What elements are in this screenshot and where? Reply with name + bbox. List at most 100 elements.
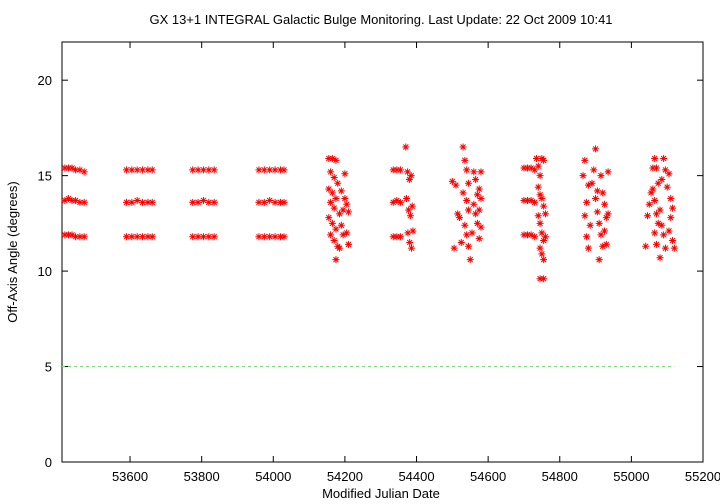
data-point: [663, 183, 671, 191]
data-point: [255, 233, 263, 241]
data-point: [189, 233, 197, 241]
data-point: [144, 166, 152, 174]
data-point: [541, 233, 549, 241]
data-point: [389, 198, 397, 206]
data-point: [194, 198, 202, 206]
data-point: [266, 233, 274, 241]
data-point: [667, 214, 675, 222]
data-point: [189, 166, 197, 174]
data-point: [328, 189, 336, 197]
data-point: [337, 187, 345, 195]
data-point: [332, 225, 340, 233]
data-point: [148, 198, 156, 206]
data-point: [601, 200, 609, 208]
data-point: [139, 233, 147, 241]
data-point: [396, 233, 404, 241]
data-point: [520, 164, 528, 172]
data-point: [470, 168, 478, 176]
data-point: [527, 231, 535, 239]
chart-title: GX 13+1 INTEGRAL Galactic Bulge Monitori…: [149, 12, 612, 27]
data-point: [408, 244, 416, 252]
data-point: [524, 196, 532, 204]
data-point: [454, 210, 462, 218]
data-point: [597, 172, 605, 180]
data-point: [328, 154, 336, 162]
data-point: [122, 233, 130, 241]
data-point: [128, 198, 136, 206]
y-tick-labels: 0 5 10 15 20: [38, 73, 52, 470]
data-point: [470, 200, 478, 208]
data-point: [64, 231, 72, 239]
data-point: [406, 212, 414, 220]
data-point: [76, 198, 84, 206]
y-tick-label: 15: [38, 169, 52, 184]
data-point: [402, 195, 410, 203]
data-point: [255, 198, 263, 206]
x-tick-label: 54000: [255, 469, 291, 484]
data-point: [581, 212, 589, 220]
data-point: [210, 166, 218, 174]
data-point: [643, 212, 651, 220]
data-point: [452, 181, 460, 189]
data-point: [396, 198, 404, 206]
data-point: [524, 231, 532, 239]
data-point: [405, 175, 413, 183]
data-point: [649, 185, 657, 193]
data-point: [266, 196, 274, 204]
data-point: [472, 210, 480, 218]
data-point: [473, 219, 481, 227]
x-tick-label: 53800: [184, 469, 220, 484]
data-point: [604, 210, 612, 218]
data-point: [466, 256, 474, 264]
data-point: [61, 231, 69, 239]
data-point: [332, 195, 340, 203]
data-point: [463, 166, 471, 174]
data-point: [520, 196, 528, 204]
data-point: [404, 168, 412, 176]
data-point: [72, 233, 80, 241]
data-point: [144, 198, 152, 206]
data-point: [652, 164, 660, 172]
data-point: [475, 185, 483, 193]
data-point: [406, 238, 414, 246]
data-point: [325, 154, 333, 162]
data-point: [393, 233, 401, 241]
data-point: [531, 198, 539, 206]
data-point: [205, 233, 213, 241]
data-point: [464, 206, 472, 214]
data-point: [332, 256, 340, 264]
data-point: [599, 242, 607, 250]
data-point: [584, 244, 592, 252]
data-point: [280, 198, 288, 206]
data-point: [148, 166, 156, 174]
data-point: [210, 198, 218, 206]
data-point: [276, 166, 284, 174]
data-point: [669, 204, 677, 212]
data-point: [343, 229, 351, 237]
data-point: [336, 244, 344, 252]
x-axis-label: Modified Julian Date: [322, 486, 440, 501]
data-point: [205, 198, 213, 206]
data-point: [271, 166, 279, 174]
data-point: [72, 196, 80, 204]
data-point: [327, 198, 335, 206]
data-point: [461, 221, 469, 229]
data-point: [595, 219, 603, 227]
data-point: [477, 223, 485, 231]
data-point: [527, 164, 535, 172]
data-point: [665, 170, 673, 178]
data-point: [477, 195, 485, 203]
data-point: [455, 214, 463, 222]
data-point: [658, 175, 666, 183]
data-point: [538, 195, 546, 203]
data-point: [597, 231, 605, 239]
data-point: [590, 166, 598, 174]
data-point: [660, 231, 668, 239]
data-point: [189, 198, 197, 206]
x-tick-label: 53600: [112, 469, 148, 484]
data-point: [457, 238, 465, 246]
data-point: [602, 214, 610, 222]
data-point: [645, 200, 653, 208]
data-point: [531, 166, 539, 174]
